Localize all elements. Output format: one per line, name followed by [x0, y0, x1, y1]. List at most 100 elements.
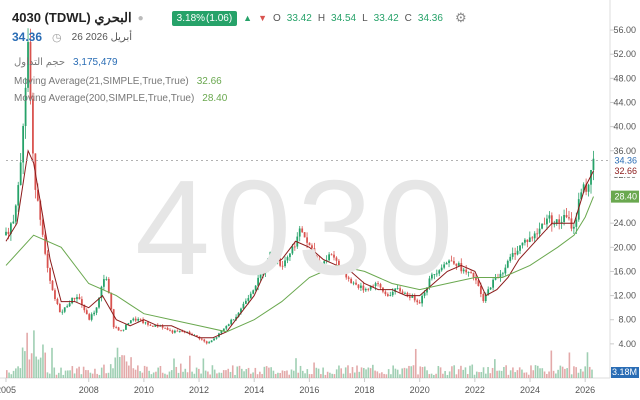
candle-body: [536, 233, 539, 235]
candle-body: [315, 256, 318, 261]
volume-bar: [48, 373, 51, 378]
volume-bar: [261, 373, 263, 378]
volume-bar: [94, 368, 96, 378]
volume-bar: [588, 366, 591, 378]
volume-bar: [229, 371, 232, 378]
volume-bar: [231, 365, 234, 378]
volume-bar: [256, 374, 259, 378]
volume-bar: [582, 371, 584, 378]
volume-bar: [473, 374, 476, 378]
candle-body: [421, 295, 424, 304]
candle-body: [303, 232, 306, 238]
candle-body: [572, 226, 575, 229]
volume-bar: [55, 374, 58, 378]
volume-bar: [225, 370, 227, 378]
volume-bar: [532, 370, 535, 378]
exchange-code: (TDWL): [44, 10, 91, 25]
candle-body: [230, 319, 233, 325]
volume-bar: [218, 372, 220, 378]
volume-bar: [376, 371, 379, 378]
volume-bar: [408, 365, 410, 378]
volume-bar: [204, 370, 207, 378]
volume-bar: [286, 370, 288, 378]
volume-bar: [89, 372, 92, 378]
candle-body: [391, 291, 394, 296]
y-tick-label: 16.00: [613, 266, 636, 276]
candle-body: [63, 307, 66, 312]
candle-body: [284, 260, 286, 267]
legend-volume: حجم التداول 3,175,479: [14, 57, 118, 68]
volume-bar: [157, 367, 159, 378]
candle-body: [44, 234, 47, 254]
volume-bar: [543, 371, 546, 378]
candle-body: [29, 42, 32, 99]
volume-bar: [193, 373, 196, 378]
candle-body: [509, 256, 512, 261]
candle-body: [455, 263, 458, 266]
volume-bar: [139, 371, 141, 378]
volume-bar: [568, 352, 571, 378]
candle-body: [5, 231, 7, 236]
volume-bar: [85, 370, 87, 378]
volume-bar: [591, 369, 593, 378]
volume-value: 3,175,479: [73, 57, 118, 68]
last-price-tag: 34.36: [614, 156, 637, 166]
volume-bar: [51, 347, 53, 378]
volume-bar: [442, 373, 444, 378]
last-price-tag-bg: [611, 154, 639, 167]
volume-bar: [46, 372, 49, 378]
x-tick-label: 2026: [575, 385, 595, 395]
volume-bar: [369, 368, 372, 378]
volume-bar: [435, 373, 437, 378]
candle-body: [144, 322, 147, 324]
x-tick-label: 2020: [410, 385, 430, 395]
volume-bar: [146, 366, 148, 378]
volume-bar: [460, 365, 462, 378]
volume-bar: [184, 368, 187, 378]
candle-body: [457, 263, 460, 266]
volume-bar: [555, 373, 557, 378]
candle-body: [66, 306, 69, 308]
volume-bar: [118, 356, 121, 378]
volume-bar: [496, 370, 498, 378]
candle-body: [489, 287, 492, 290]
volume-bar: [448, 371, 451, 378]
candle-body: [413, 295, 416, 301]
volume-bar: [536, 365, 539, 378]
volume-bar: [579, 368, 582, 378]
volume-bar: [462, 369, 465, 378]
volume-bar: [344, 367, 347, 378]
volume-bar: [207, 371, 209, 378]
ma21-line: [5, 149, 594, 339]
volume-bar: [521, 369, 523, 378]
volume-bar: [222, 370, 225, 378]
volume-bar: [505, 365, 507, 378]
volume-bar: [148, 370, 150, 378]
candle-body: [347, 277, 350, 279]
volume-bar: [73, 373, 76, 378]
x-tick-label: 2018: [355, 385, 375, 395]
change-absolute: (1.06): [206, 12, 233, 24]
candle-body: [563, 215, 565, 222]
gear-icon[interactable]: ⚙: [454, 10, 467, 25]
volume-bar: [200, 373, 202, 378]
candle-body: [521, 242, 524, 246]
volume-bar: [213, 369, 216, 378]
candle-body: [541, 223, 543, 229]
candle-body: [107, 278, 110, 294]
candle-body: [235, 316, 237, 320]
volume-bar: [566, 368, 568, 378]
x-tick-label: 2022: [465, 385, 485, 395]
volume-bar: [105, 373, 108, 378]
volume-bar: [525, 372, 528, 378]
volume-bar: [351, 367, 354, 378]
candle-body: [215, 337, 218, 339]
ma200-value: 28.40: [202, 93, 228, 104]
candle-body: [423, 292, 426, 296]
volume-bar: [509, 370, 512, 378]
volume-bar: [430, 373, 433, 378]
candle-body: [499, 273, 502, 279]
volume-bar: [37, 359, 40, 378]
candle-body: [477, 280, 480, 287]
